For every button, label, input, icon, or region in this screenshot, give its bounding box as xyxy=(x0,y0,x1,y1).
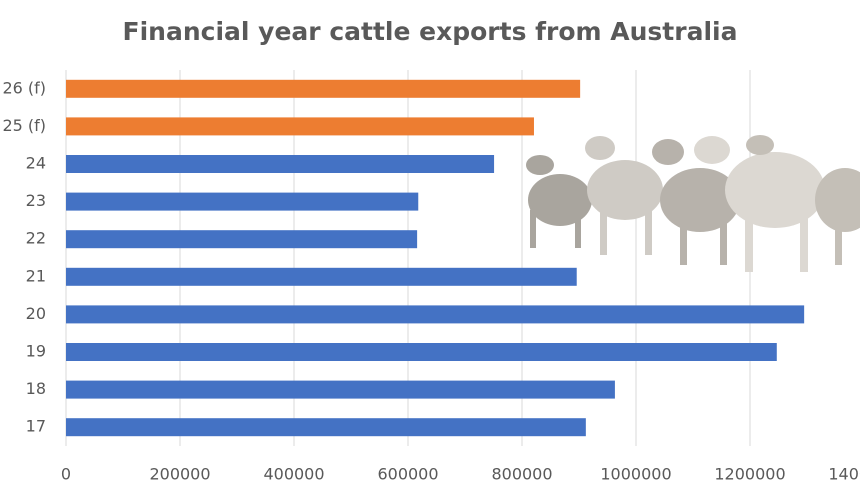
y-tick-label: 24 xyxy=(26,154,46,173)
bar xyxy=(66,343,777,361)
y-tick-label: 19 xyxy=(26,342,46,361)
x-tick-label: 400000 xyxy=(263,465,324,484)
bar xyxy=(66,230,418,249)
bar xyxy=(66,418,586,437)
x-tick-label: 1400000 xyxy=(828,465,860,484)
bar xyxy=(66,305,805,324)
y-tick-label: 26 (f) xyxy=(2,78,46,97)
x-tick-label: 1000000 xyxy=(600,465,671,484)
y-tick-label: 21 xyxy=(26,266,46,285)
y-tick-label: 18 xyxy=(26,379,46,398)
cattle-picture xyxy=(526,135,860,272)
y-tick-label: 23 xyxy=(26,191,46,210)
x-tick-label: 1200000 xyxy=(714,465,785,484)
x-tick-label: 200000 xyxy=(149,465,210,484)
bar xyxy=(66,117,534,136)
bar xyxy=(66,267,577,286)
x-tick-label: 0 xyxy=(61,465,71,484)
bar xyxy=(66,79,581,98)
y-tick-label: 22 xyxy=(26,229,46,248)
bar xyxy=(66,192,419,211)
x-tick-label: 800000 xyxy=(491,465,552,484)
y-tick-label: 17 xyxy=(26,417,46,436)
x-tick-label: 600000 xyxy=(377,465,438,484)
bar xyxy=(66,380,615,399)
y-tick-label: 25 (f) xyxy=(2,116,46,135)
chart-title: Financial year cattle exports from Austr… xyxy=(123,17,738,46)
y-tick-label: 20 xyxy=(26,304,46,323)
bar xyxy=(66,155,495,173)
